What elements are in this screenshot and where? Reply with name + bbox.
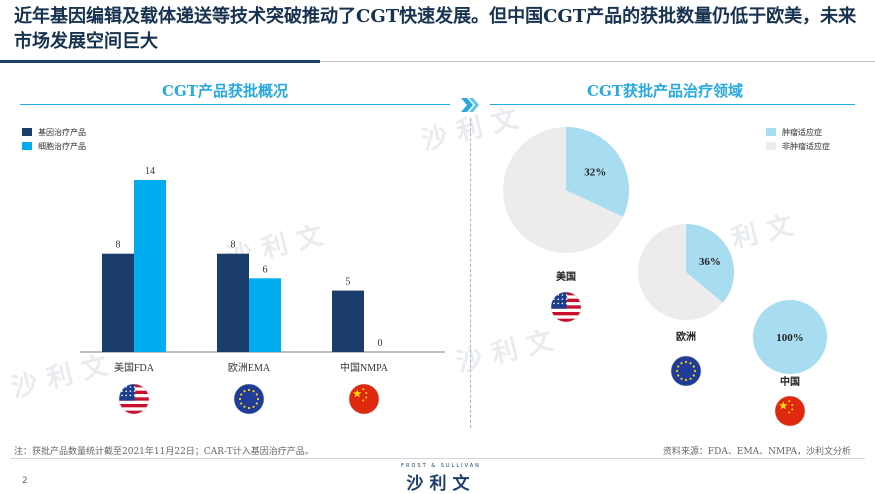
pie-percent-label: 36% xyxy=(699,256,721,268)
cn-flag-icon xyxy=(774,395,806,427)
us-flag-icon xyxy=(118,383,150,415)
category-label: 美国FDA xyxy=(114,361,155,374)
legend-item-tumor: 肿瘤适应症 xyxy=(766,125,830,139)
footnote: 注：获批产品数量统计截至2021年11月22日；CAR-T计入基因治疗产品。 xyxy=(14,447,314,457)
pie-percent-label: 32% xyxy=(584,166,606,178)
legend-label: 肿瘤适应症 xyxy=(782,127,822,137)
bar-value-label: 8 xyxy=(231,240,236,251)
region-label: 欧洲 xyxy=(676,330,696,343)
pie-1: 36% 欧洲 xyxy=(638,224,734,343)
legend-swatch xyxy=(22,128,32,136)
pie-0: 32% 美国 xyxy=(503,127,629,283)
legend-label: 非肿瘤适应症 xyxy=(782,141,830,151)
right-section-title: CGT获批产品治疗领域 xyxy=(587,82,743,100)
left-section-title: CGT产品获批概况 xyxy=(162,82,288,100)
bar-gene xyxy=(332,290,364,352)
bar-value-label: 5 xyxy=(346,277,351,288)
legend-item-nontumor: 非肿瘤适应症 xyxy=(766,139,830,153)
brand-subtitle: FROST & SULLIVAN xyxy=(401,463,481,469)
header-rule xyxy=(0,60,320,63)
us-flag-icon xyxy=(550,291,582,323)
legend-label: 基因治疗产品 xyxy=(38,127,86,137)
legend-item-cell: 细胞治疗产品 xyxy=(22,139,86,153)
header-rule-light xyxy=(320,61,875,62)
page-headline: 近年基因编辑及载体递送等技术突破推动了CGT快速发展。但中国CGT产品的获批数量… xyxy=(14,6,857,52)
legend-item-gene: 基因治疗产品 xyxy=(22,125,86,139)
category-label: 欧洲EMA xyxy=(228,362,271,374)
bar-cell xyxy=(249,278,281,352)
right-title-underline xyxy=(490,104,855,105)
region-label: 美国 xyxy=(556,270,576,283)
bar-legend: 基因治疗产品 细胞治疗产品 xyxy=(22,125,86,153)
pie-percent-label: 100% xyxy=(776,332,804,344)
chevron-right-icon xyxy=(461,98,479,112)
pie-2: 100% 中国 xyxy=(753,300,827,388)
bar-value-label: 0 xyxy=(378,338,383,349)
bar-value-label: 6 xyxy=(263,264,268,275)
bar-cell xyxy=(134,180,166,352)
brand-name: 沙利文 xyxy=(406,474,476,494)
category-label: 中国NMPA xyxy=(340,361,389,374)
bar-gene xyxy=(217,253,249,352)
pie-slice-tumor xyxy=(566,127,629,217)
pie-legend: 肿瘤适应症 非肿瘤适应症 xyxy=(766,125,830,153)
page-number: 2 xyxy=(22,476,28,486)
eu-flag-icon xyxy=(670,355,702,387)
eu-flag-icon xyxy=(233,383,265,415)
legend-swatch xyxy=(766,128,776,136)
cn-flag-icon xyxy=(348,383,380,415)
legend-swatch xyxy=(22,142,32,150)
bar-value-label: 8 xyxy=(116,240,121,251)
source-note: 资料来源：FDA、EMA、NMPA，沙利文分析 xyxy=(662,447,851,457)
bar-gene xyxy=(102,253,134,352)
pie-slice-tumor xyxy=(686,224,734,303)
footer-rule xyxy=(10,458,865,459)
brand-logo: FROST & SULLIVAN 沙利文 xyxy=(396,463,486,494)
region-label: 中国 xyxy=(780,375,800,388)
pie-slice-tumor xyxy=(753,300,827,374)
bar-value-label: 14 xyxy=(145,166,155,177)
left-title-underline xyxy=(20,104,450,105)
legend-swatch xyxy=(766,142,776,150)
legend-label: 细胞治疗产品 xyxy=(38,141,86,151)
section-divider xyxy=(470,118,471,428)
